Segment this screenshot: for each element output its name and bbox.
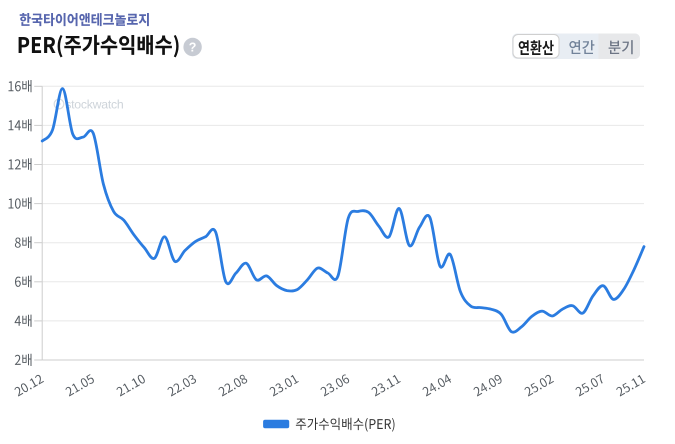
svg-text:?: ? [189, 41, 197, 55]
svg-text:stockwatch: stockwatch [65, 98, 124, 112]
